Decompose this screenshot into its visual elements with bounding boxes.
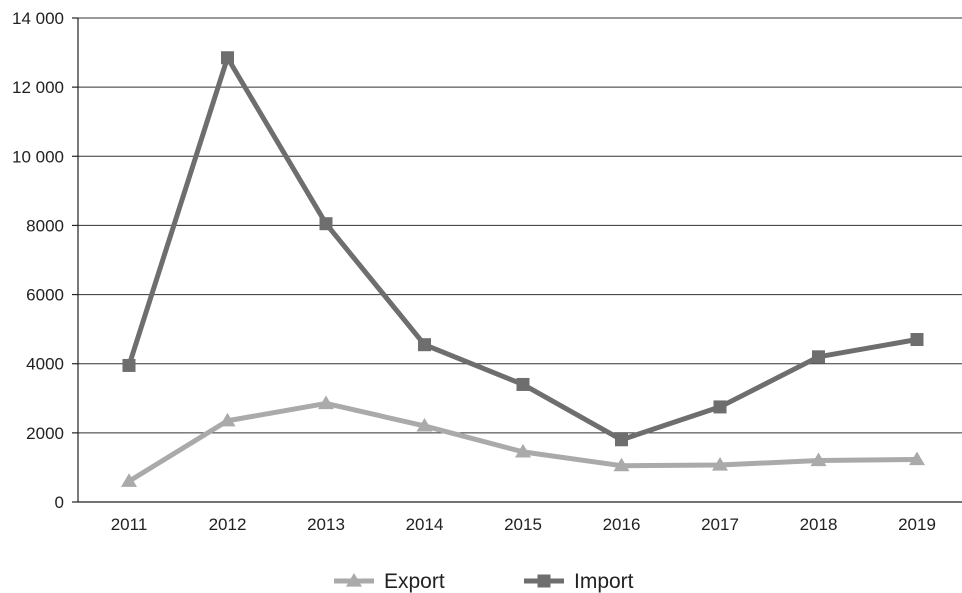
x-tick-label: 2013 <box>307 515 345 534</box>
data-point-import <box>221 51 234 65</box>
x-tick-label: 2011 <box>111 515 148 534</box>
data-point-export <box>613 457 630 472</box>
data-point-import <box>713 400 727 414</box>
data-point-import <box>418 338 431 352</box>
data-point-export <box>219 412 236 427</box>
x-tick-label: 2019 <box>898 515 936 534</box>
legend-item-import: Import <box>524 570 634 593</box>
x-axis-tick-labels: 2011 2012 2013 2014 2015 2016 2017 2018 2019 <box>111 515 936 534</box>
y-tick-label: 4000 <box>26 355 64 374</box>
data-point-import <box>319 217 333 231</box>
data-point-import <box>812 350 825 364</box>
series-import <box>122 51 924 447</box>
legend-marker-import <box>537 574 551 588</box>
y-tick-label: 6000 <box>26 286 64 305</box>
legend-label: Import <box>574 570 634 593</box>
data-point-export <box>515 443 531 458</box>
data-point-export <box>909 451 925 466</box>
data-point-export <box>810 452 827 467</box>
x-tick-label: 2017 <box>701 515 739 534</box>
x-tick-label: 2014 <box>406 515 444 534</box>
series-export <box>121 395 925 487</box>
y-tick-label: 14 000 <box>12 9 64 28</box>
data-point-import <box>122 358 136 372</box>
gridlines <box>78 17 962 434</box>
y-tick-label: 10 000 <box>12 147 64 166</box>
data-point-import <box>910 333 924 347</box>
series-line-export <box>127 400 918 484</box>
data-point-import <box>615 433 628 447</box>
data-point-export <box>712 457 728 471</box>
legend-item-export: Export <box>334 570 445 593</box>
axes <box>77 18 962 503</box>
series-layer <box>121 51 925 487</box>
legend-label: Export <box>384 570 445 593</box>
data-point-export <box>416 417 433 432</box>
x-tick-label: 2015 <box>504 515 542 534</box>
data-point-import <box>516 377 530 391</box>
x-tick-label: 2018 <box>800 515 838 534</box>
y-axis-tick-labels: 0 2000 4000 6000 8000 10 000 12 000 14 000 <box>12 9 78 512</box>
data-point-export <box>318 395 334 410</box>
legend-marker-export <box>346 573 362 587</box>
y-tick-label: 0 <box>55 493 64 512</box>
y-tick-label: 12 000 <box>12 78 64 97</box>
y-tick-label: 2000 <box>26 424 64 443</box>
y-tick-label: 8000 <box>26 216 64 235</box>
legend: Export Import <box>334 570 634 593</box>
data-point-export <box>121 473 137 487</box>
x-tick-label: 2016 <box>603 515 641 534</box>
x-tick-label: 2012 <box>209 515 247 534</box>
